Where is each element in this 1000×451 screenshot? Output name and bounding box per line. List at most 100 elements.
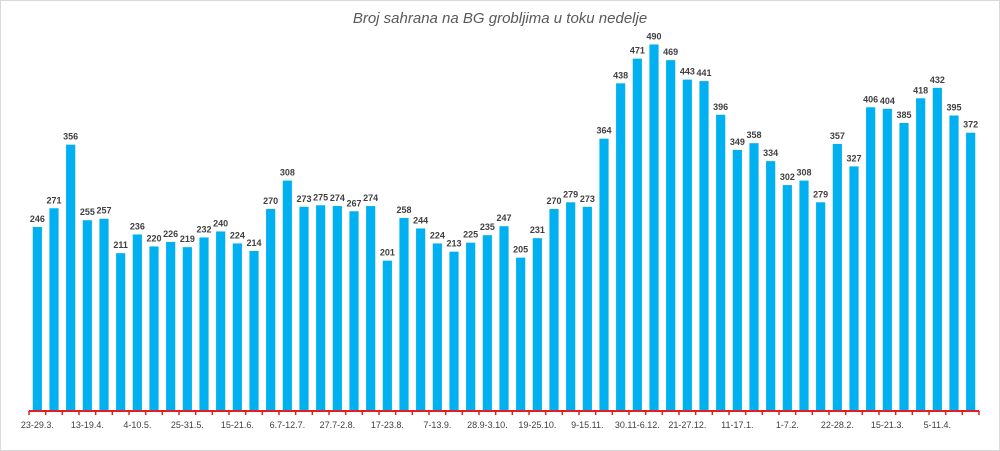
bar (199, 237, 209, 411)
data-label: 357 (830, 131, 845, 141)
tick-label: 25-31.5. (171, 420, 204, 430)
data-label: 327 (846, 153, 861, 163)
bar (882, 108, 892, 411)
data-label: 214 (246, 238, 261, 248)
data-label: 302 (780, 172, 795, 182)
data-label: 225 (463, 230, 478, 240)
data-label: 406 (863, 94, 878, 104)
data-label: 274 (363, 193, 378, 203)
tick-label: 15-21.6. (221, 420, 254, 430)
data-label: 279 (813, 189, 828, 199)
data-label: 356 (63, 132, 78, 142)
bar (49, 208, 59, 411)
bar (899, 122, 909, 412)
bar (416, 228, 426, 411)
bar (382, 260, 392, 411)
data-label: 418 (913, 85, 928, 95)
data-label: 396 (713, 102, 728, 112)
data-label: 213 (446, 239, 461, 249)
tick-label: 1-7.2. (776, 420, 799, 430)
tick-label: 30.11-6.12. (615, 420, 660, 430)
data-label: 404 (880, 96, 895, 106)
data-label: 258 (396, 205, 411, 215)
data-label: 205 (513, 245, 528, 255)
data-label: 438 (613, 70, 628, 80)
data-label: 267 (346, 198, 361, 208)
data-label: 349 (730, 137, 745, 147)
data-label: 469 (663, 47, 678, 57)
bar (649, 44, 659, 411)
data-label: 270 (546, 196, 561, 206)
bar (499, 226, 509, 411)
data-label: 471 (630, 46, 645, 56)
tick-label: 28.9-3.10. (467, 420, 508, 430)
bar (599, 138, 609, 411)
data-label: 235 (480, 222, 495, 232)
bar (232, 243, 242, 411)
bar (766, 161, 776, 411)
data-label: 247 (496, 213, 511, 223)
data-label: 211 (113, 240, 128, 250)
bar (182, 247, 192, 411)
bar (466, 242, 476, 411)
bar (99, 218, 109, 411)
bar (366, 206, 376, 411)
data-label: 201 (380, 248, 395, 258)
data-label: 271 (46, 195, 61, 205)
bar (966, 132, 976, 411)
tick-label: 21-27.12. (668, 420, 706, 430)
data-label: 490 (646, 31, 661, 41)
bar (216, 231, 226, 411)
data-label: 308 (796, 168, 811, 178)
chart-title: Broj sahrana na BG grobljima u toku nede… (352, 10, 648, 27)
data-label: 441 (696, 68, 711, 78)
bar (532, 238, 542, 411)
bar (132, 234, 142, 411)
data-label: 255 (80, 207, 95, 217)
data-label: 279 (563, 189, 578, 199)
data-label: 226 (163, 229, 178, 239)
data-label: 231 (530, 225, 545, 235)
tick-label: 11-17.1. (721, 420, 753, 430)
bar (732, 149, 742, 412)
data-label: 364 (596, 126, 611, 136)
data-label: 432 (930, 75, 945, 85)
tick-label: 19-25.10. (518, 420, 556, 430)
data-label: 395 (946, 103, 961, 113)
tick-label: 17-23.8. (371, 420, 404, 430)
data-label: 257 (96, 206, 111, 216)
bar (682, 79, 692, 411)
tick-label: 9-15.11. (571, 420, 603, 430)
data-label: 224 (230, 230, 245, 240)
bar (66, 144, 76, 411)
tick-label: 15-21.3. (871, 420, 904, 430)
bar (32, 226, 42, 411)
bar (149, 246, 159, 411)
tick-label: 27.7-2.8. (320, 420, 356, 430)
data-label: 232 (196, 224, 211, 234)
bar (432, 243, 442, 411)
bar (349, 211, 359, 411)
data-label: 358 (746, 130, 761, 140)
bar (316, 205, 326, 411)
tick-label: 13-19.4. (71, 420, 104, 430)
tick-label: 23-29.3. (21, 420, 54, 430)
bar (816, 202, 826, 411)
data-label: 385 (896, 110, 911, 120)
bar (749, 143, 759, 411)
bar (516, 257, 526, 411)
bar (449, 251, 459, 411)
data-label: 273 (580, 194, 595, 204)
bar (632, 58, 642, 411)
bar (266, 209, 276, 411)
tick-label: 4-10.5. (123, 420, 151, 430)
bar (82, 220, 92, 411)
bar (716, 114, 726, 411)
bar (482, 235, 492, 411)
x-ticks-group: 23-29.3. 13-19.4. 4-10.5. 25-31.5. 15-21.6. 6… (21, 411, 980, 430)
bar (949, 115, 959, 411)
bar (916, 98, 926, 412)
bar (282, 180, 292, 411)
